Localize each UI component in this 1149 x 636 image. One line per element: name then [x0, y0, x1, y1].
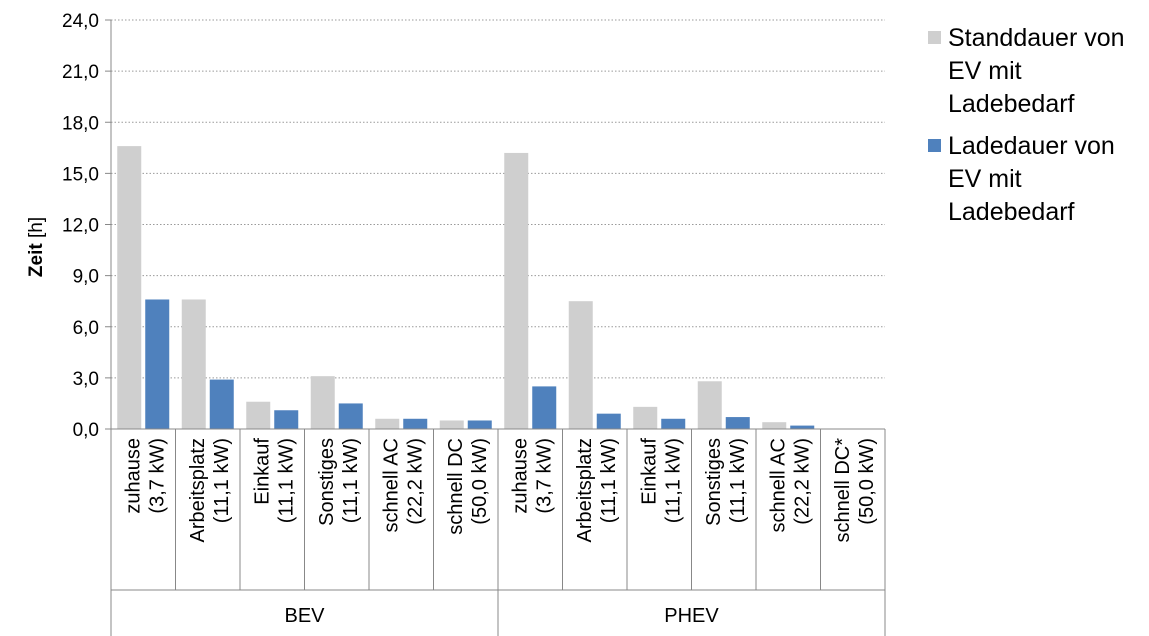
bar-standdauer — [762, 422, 787, 429]
x-category-label-line1: zuhause — [122, 438, 144, 514]
labels: 0,03,06,09,012,015,018,021,024,0zuhause(… — [62, 11, 878, 627]
group-label: BEV — [284, 605, 325, 627]
legend-label-ladedauer-line3: Ladebedarf — [948, 198, 1075, 226]
bar-ladedauer — [338, 403, 363, 429]
legend-label-ladedauer-line1: Ladedauer von — [948, 132, 1115, 160]
bar-standdauer — [246, 401, 271, 429]
x-category-label-line2: (50,0 kW) — [469, 438, 491, 525]
bar-ladedauer — [596, 413, 621, 429]
x-category-label-line1: schnell AC — [767, 438, 789, 533]
bar-ladedauer — [403, 418, 428, 429]
bar-ladedauer — [532, 386, 557, 429]
x-category-label-line2: (11,1 kW) — [275, 438, 297, 523]
y-axis-title: Zeit [h] — [26, 217, 47, 277]
bar-ladedauer — [661, 418, 686, 429]
x-category-label-line2: (3,7 kW) — [533, 438, 555, 514]
bar-ladedauer — [725, 417, 750, 429]
y-tick-label: 9,0 — [73, 267, 99, 288]
bar-standdauer — [568, 301, 593, 429]
bar-standdauer — [117, 146, 142, 429]
legend-label-ladedauer-line2: EV mit — [948, 165, 1022, 193]
legend-swatch-standdauer — [928, 31, 941, 44]
bar-standdauer — [181, 299, 206, 429]
x-category-label: Einkauf (11,1 kW) — [251, 438, 297, 524]
y-tick-label: 24,0 — [62, 11, 99, 32]
x-category-label-line1: Einkauf — [251, 438, 273, 505]
x-category-label: Einkauf (11,1 kW) — [638, 438, 684, 524]
x-category-label: schnell AC (22,2 kW) — [767, 438, 813, 533]
y-tick-label: 21,0 — [62, 62, 99, 83]
gridlines — [111, 19, 885, 379]
bar-standdauer — [697, 381, 722, 429]
x-category-label-line1: zuhause — [509, 438, 531, 514]
x-category-label-line2: (11,1 kW) — [727, 438, 749, 523]
x-category-label-line2: (11,1 kW) — [211, 438, 233, 523]
x-category-label: schnell DC (50,0 kW) — [445, 438, 491, 535]
bars — [117, 146, 815, 430]
legend-label-standdauer-line3: Ladebedarf — [948, 90, 1075, 118]
legend-label-standdauer-line2: EV mit — [948, 57, 1022, 85]
x-category-label: zuhause (3,7 kW) — [509, 438, 555, 514]
x-category-label: Arbeitsplatz (11,1 kW) — [187, 438, 233, 543]
x-category-label: schnell DC* (50,0 kW) — [832, 438, 878, 543]
bar-standdauer — [504, 152, 529, 430]
x-category-label-line2: (3,7 kW) — [146, 438, 168, 514]
x-category-label-line2: (50,0 kW) — [856, 438, 878, 525]
bar-ladedauer — [790, 425, 815, 429]
bar-standdauer — [310, 376, 335, 429]
bar-ladedauer — [274, 410, 299, 429]
x-category-label-line1: Sonstiges — [316, 438, 338, 526]
bar-standdauer — [633, 406, 658, 429]
y-tick-label: 6,0 — [73, 318, 99, 339]
x-category-label-line2: (11,1 kW) — [340, 438, 362, 523]
legend: Standdauer von EV mit Ladebedarf Ladedau… — [928, 22, 1143, 238]
y-tick-label: 12,0 — [62, 216, 99, 237]
x-category-label: zuhause (3,7 kW) — [122, 438, 168, 514]
y-tick-label: 18,0 — [62, 113, 99, 134]
x-category-label-line1: Arbeitsplatz — [574, 438, 596, 543]
bar-ladedauer — [467, 420, 492, 429]
bar-ladedauer — [145, 299, 170, 429]
legend-label-standdauer-line1: Standdauer von — [948, 24, 1125, 52]
x-category-label-line2: (22,2 kW) — [404, 438, 426, 525]
x-category-label-line1: schnell DC — [445, 438, 467, 535]
group-label: PHEV — [664, 605, 719, 627]
x-category-label-line1: schnell AC — [380, 438, 402, 533]
x-category-label: schnell AC (22,2 kW) — [380, 438, 426, 533]
x-category-label: Sonstiges (11,1 kW) — [316, 438, 362, 526]
legend-item-standdauer: Standdauer von EV mit Ladebedarf — [928, 22, 1143, 121]
bar-standdauer — [375, 418, 400, 429]
legend-swatch-ladedauer — [928, 139, 941, 152]
x-category-label: Sonstiges (11,1 kW) — [703, 438, 749, 526]
x-category-label-line1: schnell DC* — [832, 438, 854, 543]
y-tick-label: 0,0 — [73, 420, 99, 441]
x-category-label-line2: (11,1 kW) — [662, 438, 684, 523]
x-category-label-line1: Einkauf — [638, 438, 660, 505]
x-category-label-line1: Arbeitsplatz — [187, 438, 209, 543]
y-axis-title-bold: Zeit — [26, 243, 47, 277]
x-category-label-line2: (11,1 kW) — [598, 438, 620, 523]
x-category-label-line1: Sonstiges — [703, 438, 725, 526]
x-category-label-line2: (22,2 kW) — [791, 438, 813, 525]
y-tick-label: 15,0 — [62, 164, 99, 185]
x-category-label: Arbeitsplatz (11,1 kW) — [574, 438, 620, 543]
bar-standdauer — [439, 420, 464, 429]
y-axis-title-unit: [h] — [26, 217, 47, 238]
legend-item-ladedauer: Ladedauer von EV mit Ladebedarf — [928, 130, 1143, 229]
bar-ladedauer — [209, 379, 234, 429]
y-tick-label: 3,0 — [73, 369, 99, 390]
axes — [105, 19, 886, 636]
